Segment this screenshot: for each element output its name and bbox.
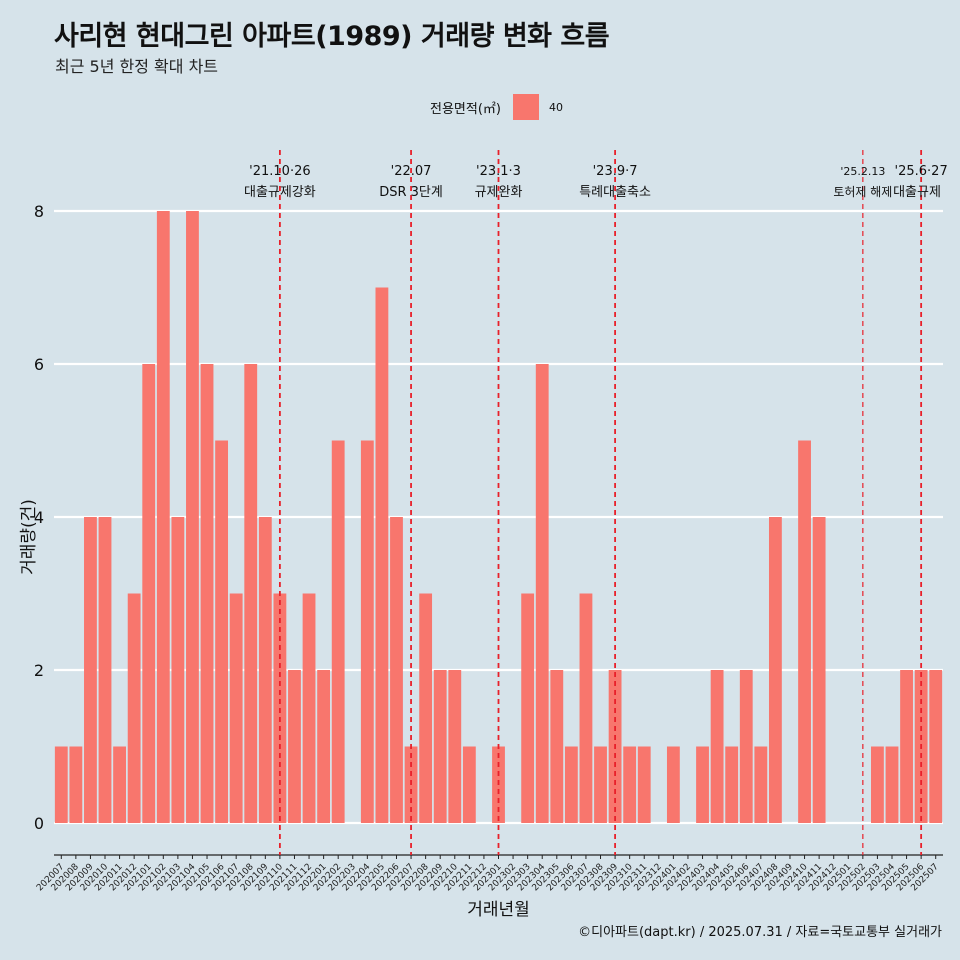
event-date-label: '25.2.13	[840, 165, 885, 178]
bar	[666, 746, 680, 823]
event-date-label: '21.10·26	[249, 164, 310, 179]
event-date-label: '22.07	[391, 164, 432, 179]
bar	[550, 670, 564, 823]
bar	[710, 670, 724, 823]
bar	[84, 517, 97, 823]
bar	[696, 746, 709, 823]
bar	[462, 746, 476, 823]
bar	[229, 593, 243, 823]
bar	[186, 211, 199, 823]
bar	[98, 517, 112, 823]
y-tick-label: 2	[34, 661, 44, 680]
chart-title: 사리현 현대그린 아파트(1989) 거래량 변화 흐름	[54, 21, 610, 52]
event-date-label: '23.1·3	[476, 164, 521, 179]
bar	[535, 364, 549, 823]
event-text-label: 대출규제	[893, 185, 941, 200]
bar	[564, 746, 578, 823]
bar	[317, 670, 331, 823]
bar	[258, 517, 272, 823]
bar	[171, 517, 185, 823]
bar	[200, 364, 214, 823]
legend-title: 전용면적(㎡)	[430, 101, 501, 117]
bar	[871, 746, 884, 823]
legend: 전용면적(㎡) 40	[430, 94, 563, 120]
bar	[127, 593, 141, 823]
x-axis-title: 거래년월	[467, 900, 530, 920]
bar	[637, 746, 651, 823]
bar	[244, 364, 258, 823]
bar	[54, 746, 68, 823]
bar	[156, 211, 170, 823]
legend-label: 40	[548, 100, 563, 114]
y-tick-label: 4	[34, 508, 44, 527]
bar	[288, 670, 301, 823]
bar	[812, 517, 826, 823]
bar	[448, 670, 462, 823]
bar	[798, 440, 811, 823]
event-text-label: 특례대출축소	[579, 185, 651, 200]
bar	[768, 517, 782, 823]
y-tick-label: 8	[34, 202, 44, 221]
bar	[302, 593, 316, 823]
chart-subtitle: 최근 5년 한정 확대 차트	[55, 57, 219, 76]
bar	[331, 440, 345, 823]
bar	[900, 670, 913, 823]
bar	[69, 746, 83, 823]
y-tick-label: 0	[34, 814, 44, 833]
bar	[579, 593, 593, 823]
bar	[215, 440, 229, 823]
event-text-label: 규제완화	[475, 185, 523, 200]
legend-swatch	[512, 94, 539, 120]
event-text-label: 대출규제강화	[244, 185, 316, 200]
bar	[594, 746, 607, 823]
bar	[929, 670, 943, 823]
event-date-label: '25.6·27	[895, 164, 948, 179]
bar	[739, 670, 753, 823]
bar	[521, 593, 535, 823]
event-text-label: 토허제 해제	[833, 185, 892, 199]
bar	[142, 364, 156, 823]
bar	[419, 593, 433, 823]
bar	[390, 517, 403, 823]
bar	[623, 746, 637, 823]
bar	[375, 287, 389, 823]
bar	[433, 670, 447, 823]
y-tick-label: 6	[34, 355, 44, 374]
bar	[754, 746, 768, 823]
y-axis-title: 거래량(건)	[19, 499, 39, 575]
event-text-label: DSR 3단계	[379, 185, 443, 200]
bar	[360, 440, 374, 823]
source-caption: ©디아파트(dapt.kr) / 2025.07.31 / 자료=국토교통부 실…	[578, 925, 942, 940]
event-date-label: '23.9·7	[593, 164, 638, 179]
bar	[113, 746, 126, 823]
bar	[725, 746, 739, 823]
bar	[885, 746, 899, 823]
